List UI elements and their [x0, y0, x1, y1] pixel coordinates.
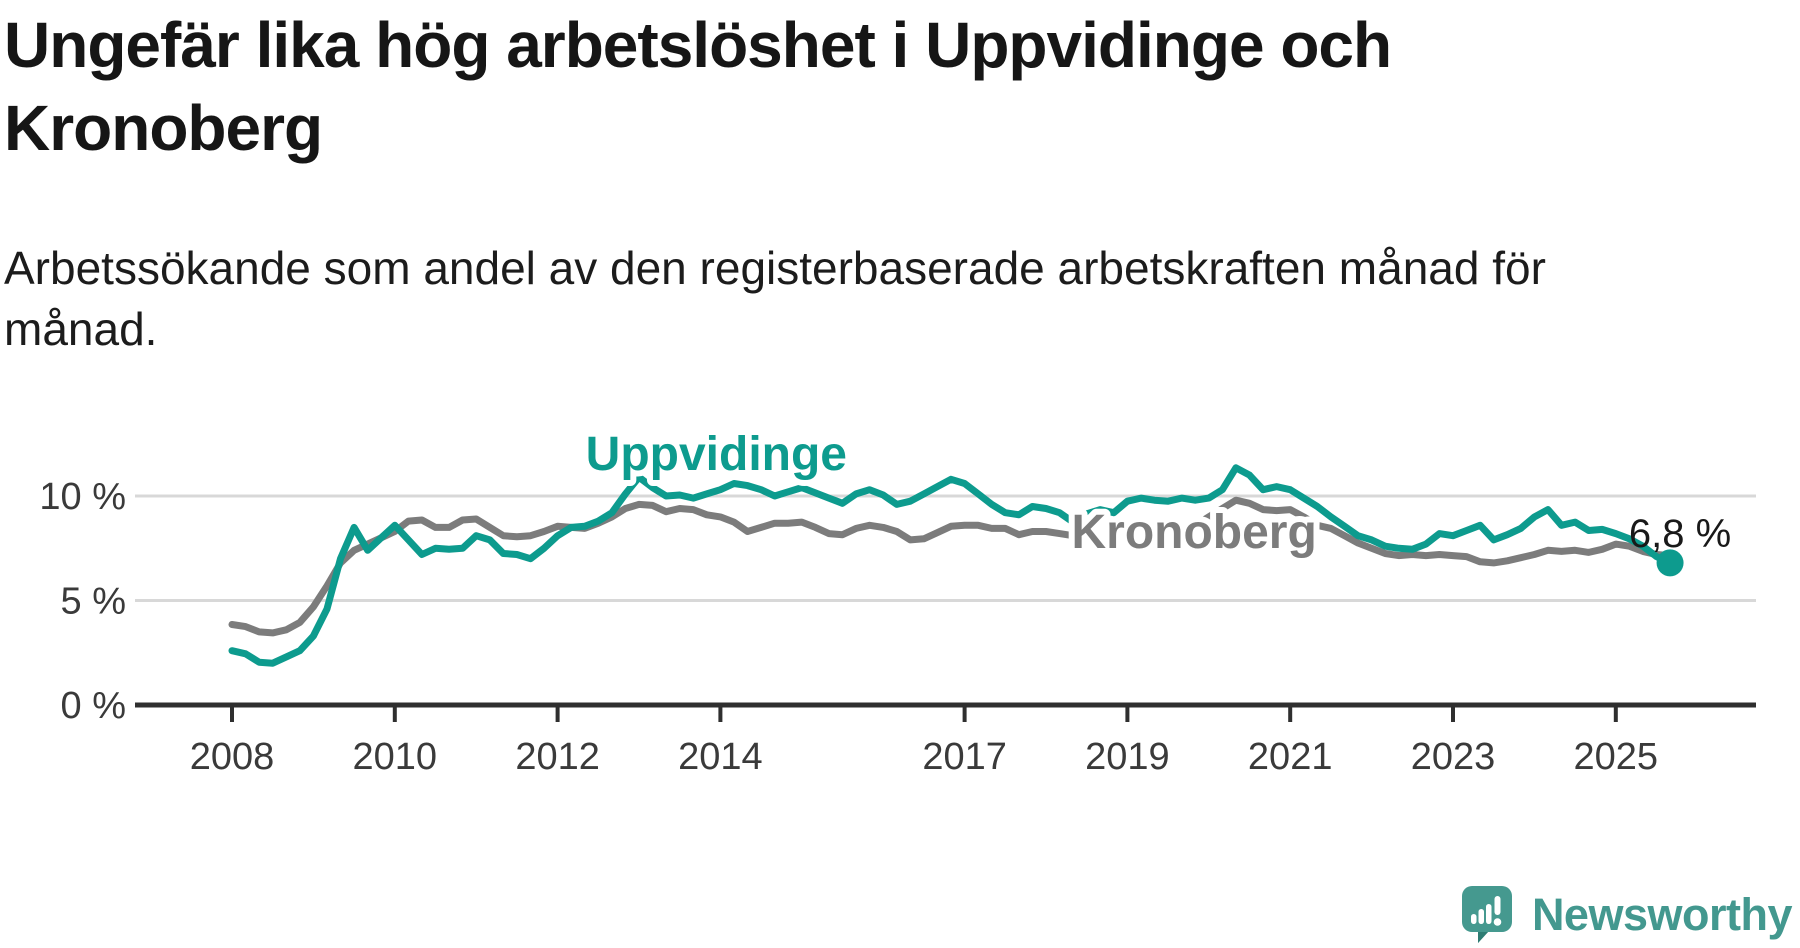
end-point-dot — [1656, 549, 1684, 577]
x-tick-label-2010: 2010 — [353, 736, 438, 778]
chart-subtitle: Arbetssökande som andel av den registerb… — [4, 238, 1704, 359]
y-tick-label-5: 5 % — [61, 581, 126, 623]
exclamation-glyph — [1493, 896, 1502, 926]
x-tick-label-2012: 2012 — [515, 736, 600, 778]
end-value-label: 6,8 % — [1629, 512, 1731, 556]
x-tick-label-2017: 2017 — [922, 736, 1007, 778]
chart-subtitle-line2: månad. — [4, 302, 158, 355]
chart-title-line1: Ungefär lika hög arbetslöshet i Uppvidin… — [4, 9, 1392, 81]
series-label-uppvidinge: Uppvidinge — [586, 428, 847, 481]
newsworthy-logo-icon — [1461, 886, 1512, 943]
bar-chart-glyph — [1470, 904, 1492, 924]
y-tick-label-10: 10 % — [39, 476, 126, 518]
newsworthy-brand: Newsworthy — [1461, 886, 1793, 944]
x-tick-label-2021: 2021 — [1248, 736, 1333, 778]
chart-title-line2: Kronoberg — [4, 92, 323, 165]
x-tick-label-2014: 2014 — [678, 736, 763, 778]
x-tick-label-2019: 2019 — [1085, 736, 1170, 778]
chart-title: Ungefär lika hög arbetslöshet i Uppvidin… — [4, 4, 1704, 170]
series-line-uppvidinge — [228, 464, 1674, 667]
x-tick-label-2025: 2025 — [1574, 736, 1659, 778]
chart-subtitle-line1: Arbetssökande som andel av den registerb… — [4, 242, 1546, 294]
series-label-kronoberg: Kronoberg — [1071, 506, 1316, 559]
y-tick-label-0: 0 % — [61, 685, 126, 727]
x-tick-label-2008: 2008 — [190, 736, 275, 778]
newsworthy-brand-text: Newsworthy — [1531, 889, 1793, 940]
x-tick-label-2023: 2023 — [1411, 736, 1496, 778]
series-line-kronoberg — [228, 496, 1674, 637]
